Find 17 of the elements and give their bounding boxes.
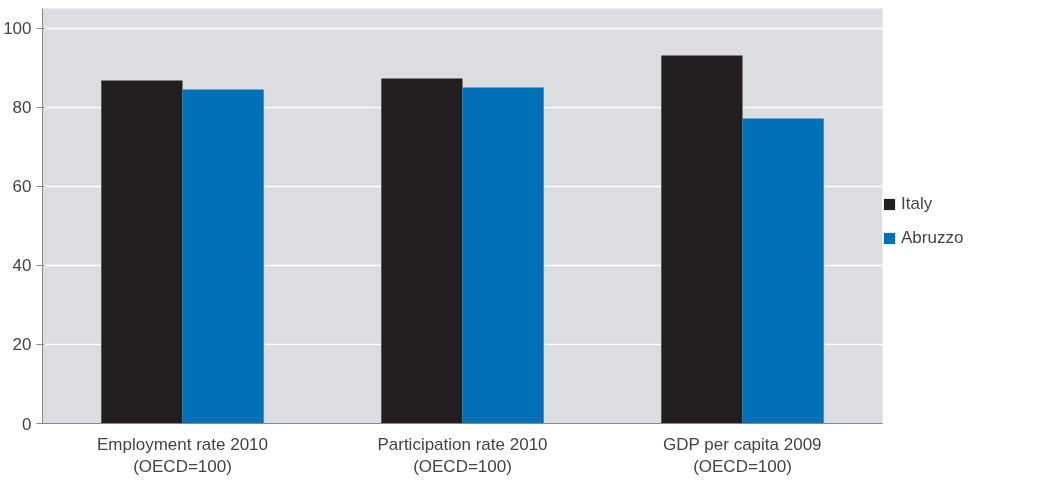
bar xyxy=(101,80,183,424)
bar xyxy=(661,55,743,424)
x-tick-label: Participation rate 2010 (OECD=100) xyxy=(377,434,548,477)
y-tick-label: 80 xyxy=(12,98,32,118)
x-tick-label: GDP per capita 2009 (OECD=100) xyxy=(663,434,822,477)
y-tick-label: 40 xyxy=(12,256,32,276)
y-tick-label: 0 xyxy=(22,414,32,434)
bar xyxy=(381,78,463,424)
legend-label: Italy xyxy=(901,194,933,214)
bar xyxy=(742,118,824,424)
y-tick-label: 20 xyxy=(12,335,32,355)
y-tick-label: 100 xyxy=(3,19,32,39)
bar xyxy=(462,87,544,424)
x-tick-label: Employment rate 2010 (OECD=100) xyxy=(96,434,269,477)
legend-label: Abruzzo xyxy=(901,228,964,248)
y-tick-label: 60 xyxy=(12,177,32,197)
bar xyxy=(182,89,264,424)
